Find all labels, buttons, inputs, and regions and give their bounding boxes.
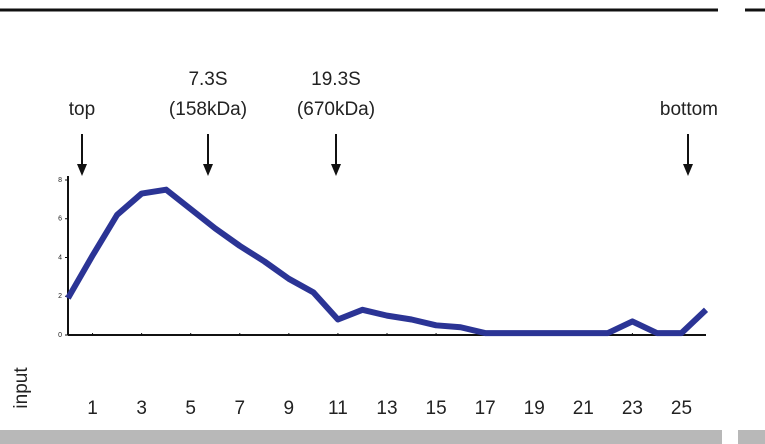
gel-band bbox=[0, 430, 722, 444]
x-tick-label: 19 bbox=[524, 398, 545, 419]
x-tick-label: 1 bbox=[87, 398, 98, 419]
arrow-head bbox=[203, 164, 213, 176]
annotation: top bbox=[69, 99, 95, 120]
annotation: 7.3S bbox=[188, 69, 227, 90]
annotation: 19.3S bbox=[311, 69, 361, 90]
x-tick-label: 11 bbox=[328, 398, 348, 419]
x-tick-label: 3 bbox=[136, 398, 147, 419]
y-tick-label: 0 bbox=[58, 332, 62, 339]
y-tick-label: 8 bbox=[58, 177, 62, 184]
x-tick-label: 15 bbox=[426, 398, 447, 419]
x-tick-label: 17 bbox=[475, 398, 496, 419]
data-line bbox=[65, 186, 709, 337]
x-tick-label: 9 bbox=[284, 398, 295, 419]
x-tick-label: 13 bbox=[376, 398, 397, 419]
x-tick-label: 23 bbox=[622, 398, 643, 419]
arrow-head bbox=[77, 164, 87, 176]
annotation: (670kDa) bbox=[297, 99, 375, 120]
gel-band bbox=[738, 430, 765, 444]
x-tick-label: 5 bbox=[185, 398, 196, 419]
y-tick-label: 2 bbox=[58, 293, 62, 300]
arrow-head bbox=[683, 164, 693, 176]
annotation: bottom bbox=[660, 99, 718, 120]
x-tick-label: 25 bbox=[671, 398, 692, 419]
x-tick-label: 7 bbox=[234, 398, 245, 419]
arrow-head bbox=[331, 164, 341, 176]
annotation: (158kDa) bbox=[169, 99, 247, 120]
x-axis-label: input bbox=[11, 367, 32, 409]
y-tick-label: 4 bbox=[58, 254, 62, 261]
x-tick-label: 21 bbox=[573, 398, 594, 419]
y-tick-label: 6 bbox=[58, 216, 62, 223]
